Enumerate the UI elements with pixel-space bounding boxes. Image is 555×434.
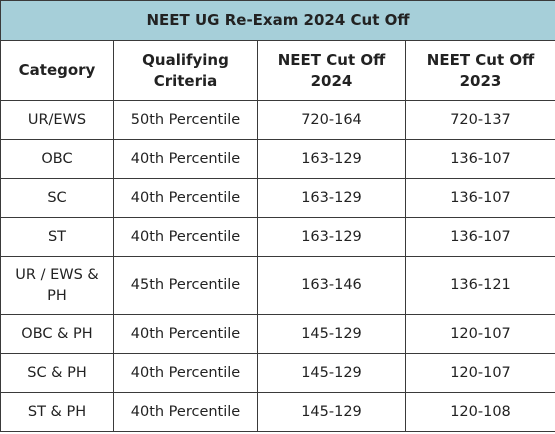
cutoff-2024-cell: 720-164 <box>257 100 406 140</box>
criteria-cell: 40th Percentile <box>113 178 258 218</box>
table-row: OBC 40th Percentile 163-129 136-107 <box>0 139 555 179</box>
column-header-cutoff-2023: NEET Cut Off 2023 <box>404 40 555 101</box>
cutoff-2024-cell: 163-129 <box>257 178 406 218</box>
criteria-cell: 40th Percentile <box>113 139 258 179</box>
cutoff-2023-cell: 120-107 <box>404 314 555 354</box>
criteria-cell: 40th Percentile <box>113 314 258 354</box>
criteria-cell: 45th Percentile <box>113 256 258 315</box>
cutoff-2023-cell: 136-121 <box>404 256 555 315</box>
cutoff-2024-cell: 163-129 <box>257 217 406 257</box>
category-cell: OBC <box>0 139 114 179</box>
cutoff-2023-cell: 136-107 <box>404 217 555 257</box>
table-row: ST & PH 40th Percentile 145-129 120-108 <box>0 392 555 432</box>
column-header-qualifying-criteria: Qualifying Criteria <box>113 40 258 101</box>
category-cell: ST & PH <box>0 392 114 432</box>
criteria-cell: 50th Percentile <box>113 100 258 140</box>
category-cell: ST <box>0 217 114 257</box>
table-row: SC & PH 40th Percentile 145-129 120-107 <box>0 353 555 393</box>
table-row: OBC & PH 40th Percentile 145-129 120-107 <box>0 314 555 354</box>
criteria-cell: 40th Percentile <box>113 353 258 393</box>
cutoff-2023-cell: 120-107 <box>404 353 555 393</box>
table-title-row: NEET UG Re-Exam 2024 Cut Off <box>0 0 555 41</box>
category-cell: SC <box>0 178 114 218</box>
criteria-cell: 40th Percentile <box>113 217 258 257</box>
table-header-row: Category Qualifying Criteria NEET Cut Of… <box>0 40 555 101</box>
cutoff-2024-cell: 163-129 <box>257 139 406 179</box>
cutoff-2024-cell: 163-146 <box>257 256 406 315</box>
cutoff-2024-cell: 145-129 <box>257 392 406 432</box>
column-header-category: Category <box>0 40 114 101</box>
table-title: NEET UG Re-Exam 2024 Cut Off <box>0 0 555 41</box>
category-cell: SC & PH <box>0 353 114 393</box>
category-cell: UR / EWS & PH <box>0 256 114 315</box>
category-cell: UR/EWS <box>0 100 114 140</box>
table-row: SC 40th Percentile 163-129 136-107 <box>0 178 555 218</box>
cutoff-2024-cell: 145-129 <box>257 314 406 354</box>
cutoff-2023-cell: 120-108 <box>404 392 555 432</box>
cutoff-2023-cell: 136-107 <box>404 139 555 179</box>
table-row: UR/EWS 50th Percentile 720-164 720-137 <box>0 100 555 140</box>
criteria-cell: 40th Percentile <box>113 392 258 432</box>
table-row: ST 40th Percentile 163-129 136-107 <box>0 217 555 257</box>
category-cell: OBC & PH <box>0 314 114 354</box>
cutoff-2023-cell: 136-107 <box>404 178 555 218</box>
cutoff-2023-cell: 720-137 <box>404 100 555 140</box>
cutoff-2024-cell: 145-129 <box>257 353 406 393</box>
column-header-cutoff-2024: NEET Cut Off 2024 <box>257 40 406 101</box>
table-row: UR / EWS & PH 45th Percentile 163-146 13… <box>0 256 555 315</box>
